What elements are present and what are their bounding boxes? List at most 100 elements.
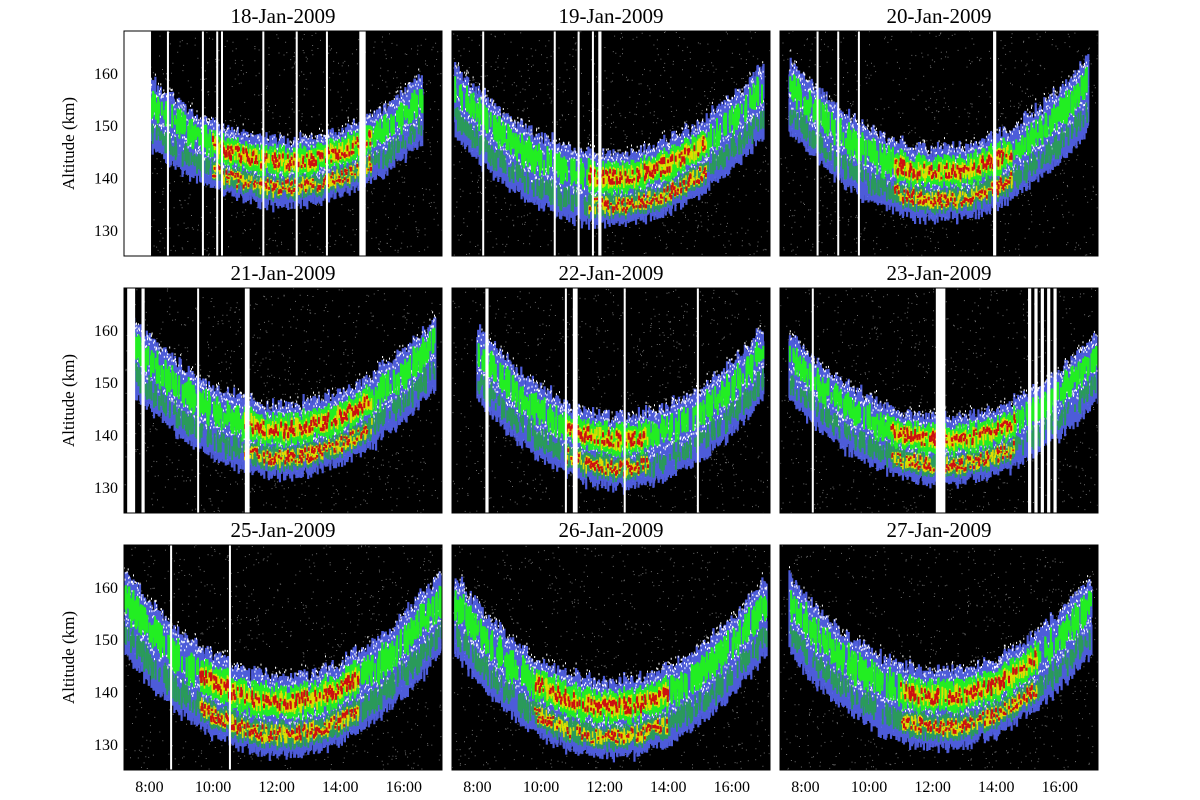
data-gap	[811, 288, 814, 513]
panel-title: 26-Jan-2009	[559, 518, 664, 542]
data-gap	[485, 288, 489, 513]
echo-red	[199, 670, 360, 742]
echo-returns	[124, 31, 442, 256]
echo-returns	[780, 31, 1098, 256]
data-gap	[935, 288, 946, 513]
panel-title: 19-Jan-2009	[559, 4, 664, 28]
echo-returns	[453, 31, 770, 256]
panel-23-Jan-2009: 23-Jan-2009	[779, 261, 1099, 514]
data-gap	[220, 31, 223, 256]
data-gap	[591, 31, 594, 256]
data-gap	[1040, 288, 1044, 513]
echo-returns	[452, 545, 770, 770]
y-axis-label: Altitude (km)	[59, 611, 78, 704]
data-gap	[1053, 288, 1057, 513]
data-gap	[572, 288, 578, 513]
echo-returns	[124, 288, 442, 513]
data-gap	[577, 31, 580, 256]
x-tick-label: 14:00	[978, 779, 1014, 796]
y-tick-label: 150	[94, 375, 118, 392]
data-gap	[244, 288, 250, 513]
x-tick-label: 10:00	[523, 779, 559, 796]
data-gap	[325, 31, 328, 256]
echo-returns	[780, 288, 1098, 513]
panel-title: 18-Jan-2009	[231, 4, 336, 28]
data-gap	[262, 31, 265, 256]
y-tick-label: 160	[94, 66, 118, 83]
data-gap	[216, 31, 219, 256]
x-tick-label: 8:00	[463, 779, 491, 796]
data-gap	[837, 31, 840, 256]
data-gap	[1028, 288, 1032, 513]
echo-red	[900, 650, 1038, 735]
panel-27-Jan-2009: 27-Jan-2009 8:00 10:00 12:00 14:00 16:00	[779, 518, 1099, 796]
echo-red	[533, 676, 670, 744]
x-tick-label: 16:00	[386, 779, 422, 796]
x-tick-label: 14:00	[322, 779, 358, 796]
y-tick-label: 130	[94, 223, 118, 240]
panel-20-Jan-2009: 20-Jan-2009	[779, 4, 1099, 257]
x-tick-label: 12:00	[914, 779, 950, 796]
data-gap	[623, 288, 626, 513]
panel-title: 23-Jan-2009	[887, 261, 992, 285]
panel-26-Jan-2009: 26-Jan-2009 8:00 10:00 12:00 14:00 16:00	[451, 518, 771, 796]
panel-19-Jan-2009: 19-Jan-2009	[451, 4, 771, 257]
echo-red	[588, 136, 707, 214]
panel-frame	[451, 544, 771, 771]
data-gap	[564, 288, 567, 513]
echo-returns	[452, 288, 770, 513]
echo-returns	[780, 545, 1098, 770]
x-tick-label: 12:00	[258, 779, 294, 796]
data-gap	[598, 31, 602, 256]
data-gap	[166, 31, 169, 256]
x-tick-label: 8:00	[135, 779, 163, 796]
y-tick-label: 130	[94, 737, 118, 754]
panel-title: 22-Jan-2009	[559, 261, 664, 285]
x-tick-label: 16:00	[714, 779, 750, 796]
y-axis-label: Altitude (km)	[59, 97, 78, 190]
data-gap	[359, 31, 366, 256]
echo-red	[893, 149, 1013, 208]
panel-18-Jan-2009: 18-Jan-2009 130 140 150 160 Altitude (km)	[59, 4, 443, 257]
x-tick-label: 16:00	[1042, 779, 1078, 796]
panel-frame	[451, 30, 771, 257]
panel-frame	[779, 287, 1099, 514]
panel-title: 25-Jan-2009	[231, 518, 336, 542]
panel-frame	[123, 30, 443, 257]
panel-frame	[779, 30, 1099, 257]
y-tick-label: 140	[94, 171, 118, 188]
x-tick-label: 10:00	[195, 779, 231, 796]
data-gap	[197, 288, 200, 513]
echo-returns	[124, 545, 442, 770]
data-gap	[1047, 288, 1051, 513]
y-tick-label: 140	[94, 685, 118, 702]
y-tick-label: 130	[94, 480, 118, 497]
panel-21-Jan-2009: 21-Jan-2009 130 140 150 160 Altitude (km)	[59, 261, 443, 514]
data-gap	[696, 288, 699, 513]
y-tick-label: 160	[94, 323, 118, 340]
panel-frame	[451, 287, 771, 514]
y-tick-label: 160	[94, 580, 118, 597]
data-gap	[127, 288, 136, 513]
y-tick-label: 150	[94, 118, 118, 135]
data-gap	[857, 31, 860, 256]
panel-25-Jan-2009: 25-Jan-2009 130 140 150 160 Altitude (km) 8:00…	[59, 518, 443, 796]
x-tick-label: 10:00	[851, 779, 887, 796]
data-gap	[482, 31, 485, 256]
x-tick-label: 8:00	[791, 779, 819, 796]
y-tick-label: 140	[94, 428, 118, 445]
data-gap	[295, 31, 298, 256]
panel-title: 27-Jan-2009	[887, 518, 992, 542]
x-tick-label: 12:00	[586, 779, 622, 796]
panel-22-Jan-2009: 22-Jan-2009	[451, 261, 771, 514]
panel-frame	[123, 287, 443, 514]
panel-title: 21-Jan-2009	[231, 261, 336, 285]
data-gap	[170, 545, 173, 770]
panel-frame	[123, 544, 443, 771]
data-gap	[201, 31, 204, 256]
x-tick-label: 14:00	[650, 779, 686, 796]
data-gap	[553, 31, 556, 256]
data-gap	[228, 545, 231, 770]
